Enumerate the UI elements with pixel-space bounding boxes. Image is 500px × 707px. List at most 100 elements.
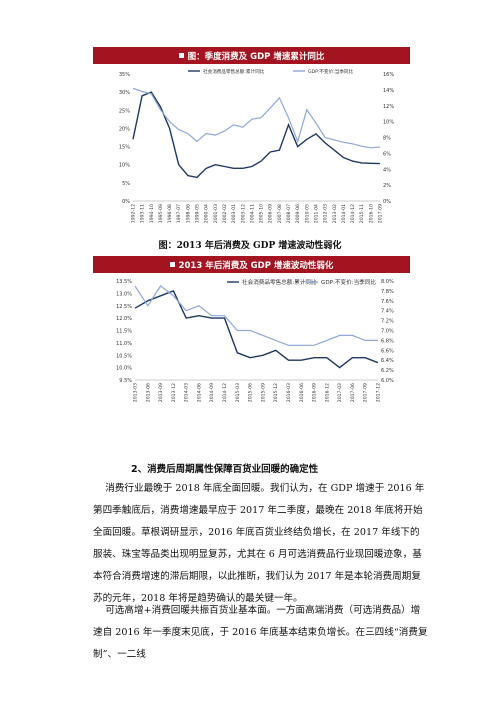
- header-square-icon: [178, 53, 184, 58]
- x-tick-label: 2013-02: [332, 204, 338, 223]
- x-tick-label: 2014-12: [350, 204, 356, 223]
- x-tick-label: 2006-09: [268, 204, 274, 223]
- x-tick-label: 2013-06: [145, 383, 151, 402]
- x-tick-label: 2013-09: [158, 383, 164, 402]
- y-left-tick-label: 10.0%: [116, 366, 132, 372]
- series-line-retail-sales: [134, 290, 379, 369]
- chart-header-bar: 图：季度消费及 GDP 增速累计同比: [93, 47, 410, 64]
- y-left-tick-label: 10%: [119, 163, 130, 169]
- y-right-tick-label: 12%: [383, 104, 394, 110]
- x-tick-label: 2014-06: [196, 383, 202, 402]
- x-tick-label: 2004-11: [249, 204, 255, 223]
- y-right-tick-label: 7.4%: [381, 309, 394, 315]
- y-left-tick-label: 13.5%: [116, 279, 132, 285]
- y-right-tick-label: 0%: [383, 199, 391, 205]
- x-tick-label: 2003-01: [231, 204, 237, 223]
- series-line-gdp: [134, 285, 378, 346]
- x-tick-label: 2015-06: [248, 383, 254, 402]
- y-right-tick-label: 7.6%: [381, 299, 394, 305]
- y-right-tick-label: 2%: [383, 183, 391, 189]
- x-tick-label: 2013-03: [133, 383, 139, 402]
- x-tick-label: 2014-12: [222, 383, 228, 402]
- y-left-tick-label: 15%: [119, 145, 130, 151]
- y-left-tick-label: 20%: [119, 126, 130, 132]
- x-tick-label: 2013-12: [171, 383, 177, 402]
- x-tick-label: 2015-12: [273, 383, 279, 402]
- x-tick-label: 2002-02: [222, 204, 228, 223]
- x-tick-label: 1996-08: [167, 204, 173, 223]
- x-tick-label: 1993-11: [140, 204, 146, 223]
- x-tick-label: 1992-12: [131, 204, 137, 223]
- y-right-tick-label: 7.2%: [381, 319, 394, 325]
- x-tick-label: 2015-09: [260, 383, 266, 402]
- x-tick-label: 2014-01: [341, 204, 347, 223]
- y-left-tick-label: 11.0%: [116, 341, 132, 347]
- x-tick-label: 2017-09: [378, 204, 384, 223]
- x-tick-label: 2000-04: [204, 204, 210, 223]
- x-tick-label: 2010-05: [304, 204, 310, 223]
- y-left-tick-label: 25%: [119, 108, 130, 114]
- paragraph-2: 可选高增+消费回暖共振百货业基本面。一方面高端消费（可选消费品）增速自 2016…: [93, 605, 428, 660]
- x-tick-label: 1999-05: [195, 204, 201, 223]
- y-left-tick-label: 9.5%: [119, 378, 132, 384]
- x-tick-label: 2011-04: [313, 204, 319, 223]
- legend-label: 社会消费品零售总额:累计同比: [203, 68, 265, 75]
- y-right-tick-label: 16%: [383, 72, 394, 78]
- y-left-tick-label: 35%: [119, 72, 130, 78]
- section-title: 2、消费后周期属性保障百货业回暖的确定性: [131, 464, 319, 475]
- y-left-tick-label: 12.5%: [116, 304, 132, 310]
- legend-label: GDP:不变价:当季同比: [308, 68, 354, 75]
- x-tick-label: 2017-12: [376, 383, 382, 402]
- x-tick-label: 2015-11: [359, 204, 365, 223]
- series-line-gdp: [132, 87, 381, 149]
- x-tick-label: 2016-10: [368, 204, 374, 223]
- y-right-tick-label: 6.8%: [381, 338, 394, 344]
- x-tick-label: 1995-09: [158, 204, 164, 223]
- y-right-tick-label: 14%: [383, 88, 394, 94]
- figure-caption: 图：2013 年后消费及 GDP 增速波动性弱化: [158, 241, 342, 251]
- chart-plot: 35% 30% 25% 20% 15% 10% 5% 0% 16% 14% 12% 10% 8% 6% 4%…: [119, 68, 394, 223]
- x-tick-label: 2015-03: [235, 383, 241, 402]
- y-right-tick-label: 6.4%: [381, 358, 394, 364]
- chart-post-2013-volatility: 2013 年后消费及 GDP 增速波动性弱化 13.5% 13.0% 12.5% 12…: [93, 256, 410, 406]
- y-right-tick-label: 6.2%: [381, 368, 394, 374]
- y-right-tick-label: 8.0%: [381, 279, 394, 285]
- y-left-tick-label: 11.5%: [116, 329, 132, 335]
- header-square-icon: [169, 262, 175, 267]
- series-line-retail-sales: [132, 91, 381, 179]
- x-tick-label: 1997-07: [176, 204, 182, 223]
- y-right-tick-label: 6.6%: [381, 348, 394, 354]
- x-tick-label: 2016-12: [324, 383, 330, 402]
- x-tick-label: 2016-06: [299, 383, 305, 402]
- y-left-tick-label: 30%: [119, 90, 130, 96]
- x-tick-label: 2003-12: [240, 204, 246, 223]
- y-right-tick-label: 8%: [383, 136, 391, 142]
- y-left-tick-label: 12.0%: [116, 316, 132, 322]
- y-right-tick-label: 7.8%: [381, 289, 394, 295]
- y-left-tick-label: 5%: [122, 181, 130, 187]
- x-tick-label: 2001-03: [213, 204, 219, 223]
- chart-title: 图：季度消费及 GDP 增速累计同比: [187, 51, 325, 62]
- y-right-tick-label: 4%: [383, 167, 391, 173]
- x-tick-label: 2016-09: [312, 383, 318, 402]
- x-tick-label: 1998-06: [185, 204, 191, 223]
- y-right-tick-label: 6%: [383, 151, 391, 157]
- legend-label: GDP:不变价:当季同比: [321, 278, 376, 286]
- x-tick-label: 2017-03: [337, 383, 343, 402]
- x-tick-label: 2017-06: [350, 383, 356, 402]
- chart-header-bar: 2013 年后消费及 GDP 增速波动性弱化: [93, 256, 410, 273]
- x-tick-label: 2005-10: [259, 204, 265, 223]
- x-tick-label: 2014-03: [184, 383, 190, 402]
- x-tick-label: 2007-08: [277, 204, 283, 223]
- y-left-tick-label: 0%: [122, 199, 130, 205]
- legend-label: 社会消费品零售总额:累计同比: [242, 278, 317, 286]
- y-left-tick-label: 10.5%: [116, 353, 132, 359]
- x-tick-label: 2017-09: [363, 383, 369, 402]
- y-right-tick-label: 6.0%: [381, 378, 394, 384]
- y-left-tick-label: 13.0%: [116, 291, 132, 297]
- y-right-tick-label: 10%: [383, 120, 394, 126]
- chart-title: 2013 年后消费及 GDP 增速波动性弱化: [178, 260, 334, 271]
- x-tick-label: 2014-09: [209, 383, 215, 402]
- x-tick-label: 2009-06: [295, 204, 301, 223]
- chart-plot: 13.5% 13.0% 12.5% 12.0% 11.5% 11.0% 10.5% 10.0%…: [116, 278, 394, 402]
